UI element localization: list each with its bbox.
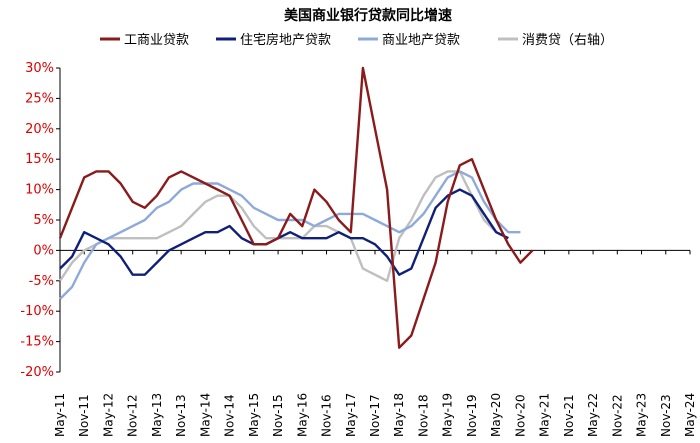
y-tick-label: 5%: [33, 213, 54, 228]
y-tick-label: 30%: [25, 61, 54, 76]
x-tick-label: May-14: [198, 393, 212, 437]
y-tick-label: 0%: [33, 243, 54, 258]
x-tick-label: Nov-22: [610, 394, 624, 437]
axes: -20% -15% -10% -5% 0% 5% 10% 15% 20% 25% 30% May-11…: [20, 61, 697, 437]
x-tick-label: May-18: [392, 393, 406, 437]
legend-label: 消费贷（右轴）: [522, 33, 613, 48]
series-line-2: [59, 170, 521, 300]
x-tick-label: May-23: [635, 393, 649, 437]
x-tick-label: May-13: [150, 393, 164, 437]
x-tick-label: May-17: [344, 393, 358, 437]
y-tick-label: -5%: [29, 274, 54, 289]
x-tick-label: Nov-21: [562, 394, 576, 437]
x-tick-label: Nov-20: [513, 394, 527, 437]
x-tick-label: May-19: [441, 393, 455, 437]
y-tick-label: 20%: [25, 122, 54, 137]
x-tick-label: May-12: [101, 393, 115, 437]
series-layer: [58, 66, 534, 349]
x-tick-label: Nov-23: [659, 394, 673, 437]
x-tick-label: May-16: [295, 393, 309, 437]
series-line-3: [59, 170, 509, 282]
x-tick-label: May-11: [53, 393, 67, 437]
series-line-1: [59, 188, 509, 276]
y-tick-label: -10%: [20, 304, 54, 319]
y-tick-label: 15%: [25, 152, 54, 167]
x-tick-label: May-15: [247, 393, 261, 437]
x-tick-label: May-22: [586, 393, 600, 437]
y-tick-label: -15%: [20, 335, 54, 350]
x-tick-label: Nov-16: [320, 394, 334, 437]
x-tick-label: Nov-11: [77, 394, 91, 437]
x-tick-label: May-21: [538, 393, 552, 437]
y-tick-label: -20%: [20, 365, 54, 380]
x-tick-label: Nov-19: [465, 394, 479, 437]
legend-label: 住宅房地产贷款: [240, 32, 331, 48]
series-line-0: [58, 66, 534, 349]
x-tick-label: Nov-13: [174, 394, 188, 437]
legend: 工商业贷款 住宅房地产贷款 商业地产贷款 消费贷（右轴）: [100, 32, 613, 48]
legend-label: 工商业贷款: [124, 33, 189, 48]
x-tick-label: Nov-14: [223, 394, 237, 437]
y-tick-label: 25%: [25, 91, 54, 106]
x-tick-label: Nov-18: [416, 394, 430, 437]
x-tick-label: Nov-17: [368, 394, 382, 437]
x-tick-label: May-24: [683, 393, 697, 437]
legend-label: 商业地产贷款: [382, 33, 460, 48]
x-tick-label: Nov-12: [126, 394, 140, 437]
y-tick-label: 10%: [25, 183, 54, 198]
x-tick-label: May-20: [489, 393, 503, 437]
chart-title: 美国商业银行贷款同比增速: [284, 7, 452, 24]
x-tick-label: Nov-15: [271, 394, 285, 437]
